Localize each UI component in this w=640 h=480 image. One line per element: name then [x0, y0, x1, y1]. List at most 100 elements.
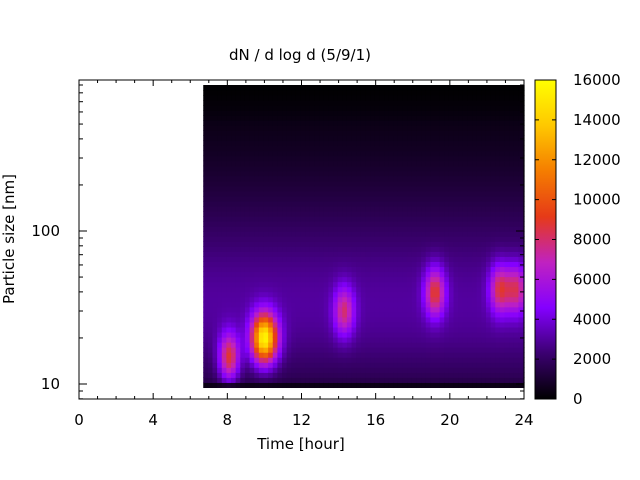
- heatmap-cell: [384, 342, 390, 348]
- heatmap-cell: [333, 266, 339, 273]
- heatmap-cell: [305, 90, 311, 96]
- heatmap-cell: [319, 231, 325, 237]
- heatmap-cell: [221, 110, 228, 116]
- heatmap-cell: [333, 316, 339, 323]
- heatmap-cell: [365, 251, 371, 257]
- heatmap-cell: [300, 160, 306, 167]
- heatmap-cell: [467, 271, 473, 278]
- heatmap-cell: [490, 241, 496, 247]
- heatmap-cell: [374, 337, 380, 343]
- heatmap-cell: [393, 382, 399, 389]
- heatmap-cell: [240, 145, 246, 152]
- heatmap-cell: [244, 211, 251, 217]
- heatmap-cell: [393, 372, 399, 378]
- heatmap-cell: [333, 150, 339, 157]
- heatmap-cell: [286, 321, 292, 328]
- heatmap-cell: [254, 326, 260, 333]
- heatmap-cell: [365, 130, 371, 136]
- heatmap-cell: [351, 175, 357, 182]
- heatmap-cell: [272, 326, 278, 333]
- heatmap-cell: [509, 190, 515, 197]
- heatmap-cell: [467, 291, 473, 298]
- heatmap-cell: [319, 256, 325, 263]
- heatmap-cell: [244, 115, 251, 121]
- heatmap-cell: [397, 276, 404, 283]
- heatmap-cell: [411, 175, 418, 182]
- heatmap-cell: [499, 85, 506, 91]
- heatmap-cell: [226, 231, 232, 237]
- heatmap-cell: [435, 286, 441, 293]
- heatmap-cell: [393, 95, 399, 101]
- heatmap-cell: [249, 286, 255, 293]
- heatmap-cell: [272, 301, 278, 308]
- heatmap-cell: [226, 185, 232, 192]
- heatmap-cell: [495, 367, 501, 373]
- heatmap-cell: [476, 105, 482, 111]
- heatmap-cell: [263, 296, 269, 303]
- heatmap-cell: [305, 362, 311, 368]
- heatmap-cell: [513, 246, 520, 252]
- heatmap-cell: [356, 205, 362, 212]
- heatmap-cell: [504, 115, 510, 121]
- heatmap-cell: [379, 205, 385, 212]
- heatmap-cell: [379, 306, 385, 313]
- heatmap-cell: [351, 226, 357, 232]
- heatmap-cell: [263, 251, 269, 257]
- heatmap-cell: [346, 100, 353, 106]
- heatmap-cell: [393, 85, 399, 91]
- heatmap-cell: [342, 195, 348, 202]
- heatmap-cell: [393, 145, 399, 152]
- heatmap-cell: [407, 190, 413, 197]
- heatmap-cell: [467, 256, 473, 263]
- heatmap-cell: [416, 120, 422, 126]
- heatmap-cell: [462, 316, 469, 323]
- heatmap-cell: [291, 321, 297, 328]
- heatmap-cell: [342, 120, 348, 126]
- heatmap-cell: [393, 115, 399, 121]
- heatmap-cell: [231, 342, 237, 348]
- heatmap-cell: [411, 125, 418, 131]
- heatmap-cell: [212, 200, 218, 207]
- heatmap-cell: [402, 367, 408, 373]
- heatmap-cell: [226, 331, 232, 338]
- heatmap-cell: [384, 276, 390, 283]
- heatmap-cell: [282, 180, 288, 187]
- heatmap-cell: [240, 85, 246, 91]
- heatmap-cell: [365, 145, 371, 152]
- heatmap-cell: [462, 352, 469, 358]
- heatmap-cell: [425, 130, 431, 136]
- heatmap-cell: [282, 251, 288, 257]
- heatmap-cell: [333, 216, 339, 222]
- heatmap-cell: [509, 110, 515, 116]
- heatmap-cell: [212, 306, 218, 313]
- heatmap-cell: [342, 311, 348, 318]
- heatmap-cell: [272, 90, 278, 96]
- heatmap-cell: [397, 165, 404, 172]
- heatmap-cell: [421, 90, 427, 96]
- heatmap-cell: [300, 221, 306, 227]
- heatmap-cell: [356, 342, 362, 348]
- heatmap-cell: [351, 321, 357, 328]
- heatmap-cell: [384, 190, 390, 197]
- heatmap-cell: [323, 271, 329, 278]
- heatmap-cell: [513, 337, 520, 343]
- heatmap-cell: [319, 205, 325, 212]
- heatmap-cell: [370, 216, 376, 222]
- heatmap-cell: [342, 276, 348, 283]
- heatmap-cell: [291, 226, 297, 232]
- heatmap-cell: [323, 105, 329, 111]
- heatmap-cell: [374, 246, 380, 252]
- heatmap-cell: [388, 296, 394, 303]
- heatmap-cell: [379, 251, 385, 257]
- heatmap-cell: [374, 160, 380, 167]
- heatmap-cell: [323, 180, 329, 187]
- heatmap-cell: [351, 256, 357, 263]
- heatmap-cell: [504, 266, 510, 273]
- heatmap-cell: [384, 331, 390, 338]
- heatmap-cell: [277, 276, 283, 283]
- heatmap-cell: [291, 170, 297, 177]
- heatmap-cell: [333, 271, 339, 278]
- heatmap-cell: [314, 155, 320, 162]
- heatmap-cell: [499, 372, 506, 378]
- heatmap-cell: [365, 221, 371, 227]
